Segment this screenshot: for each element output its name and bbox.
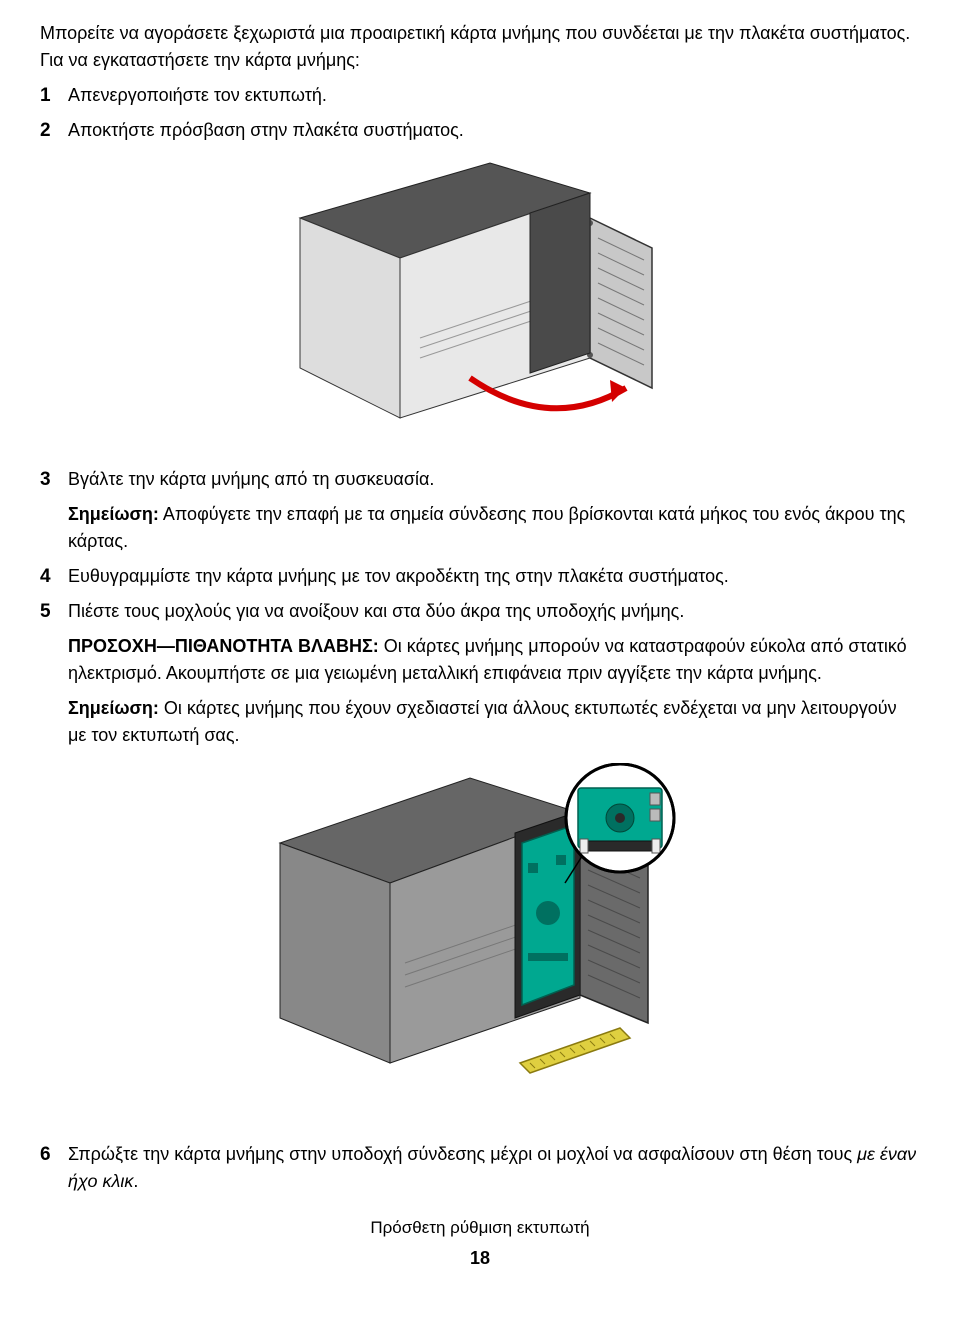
note-2: Σημείωση: Οι κάρτες μνήμης που έχουν σχε… [40, 695, 920, 749]
step-4-text: Ευθυγραμμίστε την κάρτα μνήμης με τον ακ… [68, 566, 729, 586]
step-5-text: Πιέστε τους μοχλούς για να ανοίξουν και … [68, 601, 684, 621]
step-2-num: 2 [40, 117, 51, 146]
note-2-text: Οι κάρτες μνήμης που έχουν σχεδιαστεί γι… [68, 698, 897, 745]
step-6-num: 6 [40, 1141, 51, 1170]
step-1-num: 1 [40, 82, 51, 111]
step-4: 4 Ευθυγραμμίστε την κάρτα μνήμης με τον … [40, 563, 920, 590]
step-1: 1 Απενεργοποιήστε τον εκτυπωτή. [40, 82, 920, 109]
page-footer: Πρόσθετη ρύθμιση εκτυπωτή 18 [40, 1215, 920, 1272]
step-2-text: Αποκτήστε πρόσβαση στην πλακέτα συστήματ… [68, 120, 464, 140]
intro-text: Μπορείτε να αγοράσετε ξεχωριστά μια προα… [40, 20, 920, 74]
figure-2 [40, 763, 920, 1123]
figure-1 [40, 158, 920, 448]
footer-title: Πρόσθετη ρύθμιση εκτυπωτή [40, 1215, 920, 1241]
footer-page-number: 18 [40, 1245, 920, 1272]
caution-label: ΠΡΟΣΟΧΗ—ΠΙΘΑΝΟΤΗΤΑ ΒΛΑΒΗΣ: [68, 636, 379, 656]
step-6-text: Σπρώξτε την κάρτα μνήμης στην υποδοχή σύ… [68, 1144, 916, 1191]
note-2-label: Σημείωση: [68, 698, 159, 718]
step-2: 2 Αποκτήστε πρόσβαση στην πλακέτα συστήμ… [40, 117, 920, 144]
step-6: 6 Σπρώξτε την κάρτα μνήμης στην υποδοχή … [40, 1141, 920, 1195]
caution: ΠΡΟΣΟΧΗ—ΠΙΘΑΝΟΤΗΤΑ ΒΛΑΒΗΣ: Οι κάρτες μνή… [40, 633, 920, 687]
step-1-text: Απενεργοποιήστε τον εκτυπωτή. [68, 85, 327, 105]
note-1-text: Αποφύγετε την επαφή με τα σημεία σύνδεση… [68, 504, 905, 551]
step-5: 5 Πιέστε τους μοχλούς για να ανοίξουν κα… [40, 598, 920, 625]
step-3-text: Βγάλτε την κάρτα μνήμης από τη συσκευασί… [68, 469, 434, 489]
note-1: Σημείωση: Αποφύγετε την επαφή με τα σημε… [40, 501, 920, 555]
note-1-label: Σημείωση: [68, 504, 159, 524]
step-3: 3 Βγάλτε την κάρτα μνήμης από τη συσκευα… [40, 466, 920, 493]
step-3-num: 3 [40, 466, 51, 495]
step-4-num: 4 [40, 563, 51, 592]
step-5-num: 5 [40, 598, 51, 627]
